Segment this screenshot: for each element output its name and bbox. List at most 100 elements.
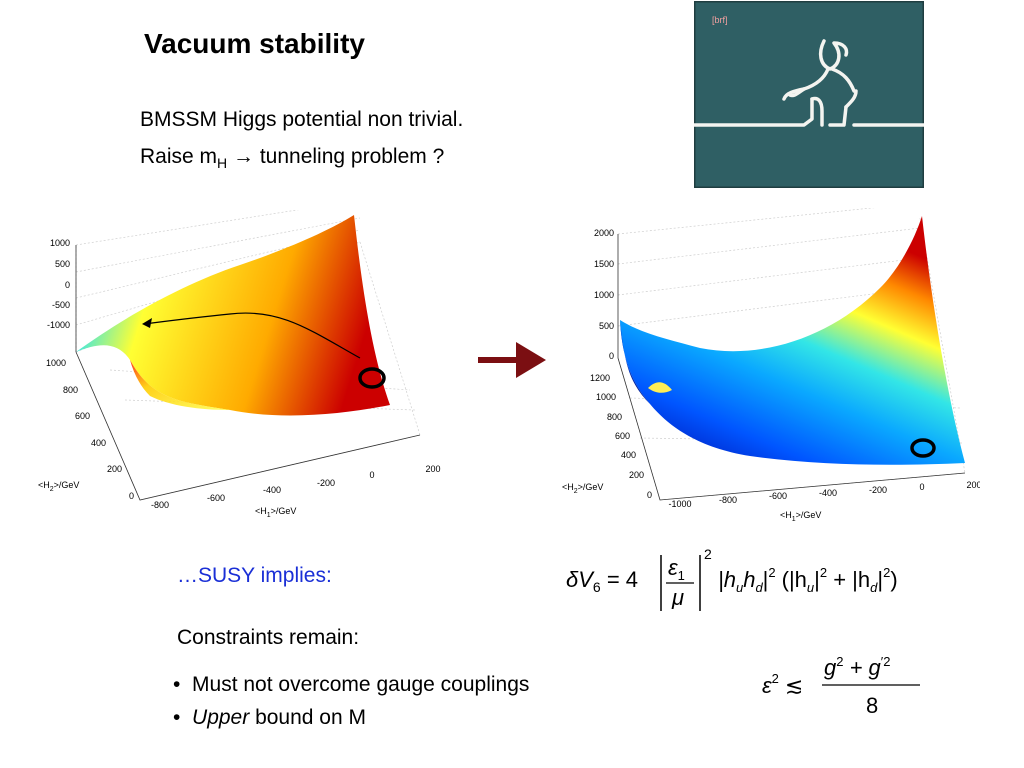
y-tick: 600 (75, 411, 90, 421)
x-tick: 200 (966, 480, 980, 490)
formula1-eq: = 4 (601, 567, 638, 592)
formula1-t2-pow: 2 (820, 565, 827, 580)
intro-line-2-suffix: → tunneling problem ? (227, 145, 445, 168)
bullet-text: bound on M (249, 706, 366, 729)
svg-text:ε1: ε1 (668, 555, 685, 583)
formula1-t2-sub: u (807, 580, 814, 595)
z-tick: 500 (55, 259, 70, 269)
bullet-dot: • (173, 706, 193, 729)
svg-text:δV6 = 4: δV6 = 4 (566, 567, 638, 595)
potential-plot-right: 2000 1500 1000 500 0 1200 1000 800 600 4… (562, 208, 980, 523)
formula1-lhs-sub: 6 (593, 579, 601, 595)
cartoon-figure (694, 39, 924, 127)
plot-right-surface (620, 216, 965, 465)
slide-title: Vacuum stability (144, 28, 365, 59)
y-tick: 400 (621, 450, 636, 460)
cartoon-badge: [brf] (712, 15, 728, 25)
y-tick: 0 (129, 491, 134, 501)
formula1-t1-end: | (763, 567, 769, 592)
susy-implies-text: …SUSY implies: (177, 564, 332, 587)
formula-epsilon-bound: ε2 ≲ g2 + g′2 8 (762, 654, 920, 718)
formula-delta-v6: δV6 = 4 ε1 μ 2 |huhd|2 (|hu|2 + |hd|2) (566, 546, 898, 611)
x-tick: -200 (869, 485, 887, 495)
formula1-t3-pow: 2 (883, 565, 890, 580)
formula1-t1-sub1: u (736, 580, 743, 595)
y-tick: 1200 (590, 373, 610, 383)
formula2-rel: ≲ (785, 673, 803, 698)
y-tick: 1000 (596, 392, 616, 402)
formula1-den: μ (671, 585, 684, 610)
bullet-upper-bound: • Upper bound on M (173, 706, 366, 730)
x-tick: 0 (369, 470, 374, 480)
x-tick: -600 (769, 491, 787, 501)
formula1-plus: + |h (827, 567, 870, 592)
formula2-num-plus: + g (843, 655, 881, 680)
bullet-gauge-couplings: • Must not overcome gauge couplings (173, 673, 529, 697)
local-minimum-patch (648, 382, 672, 393)
z-tick: 1500 (594, 259, 614, 269)
z-tick: 500 (599, 321, 614, 331)
y-tick: 0 (647, 490, 652, 500)
formula1-close: ) (890, 567, 897, 592)
formula2-lhs: ε (762, 673, 772, 698)
transition-arrow-icon (478, 342, 546, 378)
intro-line-2-subscript: H (217, 155, 228, 172)
tunneling-arrowhead (142, 318, 152, 328)
formula1-t3-sub: d (870, 580, 878, 595)
formula1-t1-sub2: d (755, 580, 763, 595)
constraints-heading: Constraints remain: (177, 626, 360, 649)
y-tick: 400 (91, 438, 106, 448)
plot-right-xlabel: <H1>/GeV (780, 510, 821, 523)
formula2-num-g-pow: 2 (836, 654, 843, 669)
formula1-t1-pow: 2 (768, 565, 775, 580)
z-tick: 2000 (594, 228, 614, 238)
x-tick: 200 (425, 464, 440, 474)
intro-line-2: Raise mH → tunneling problem ? (140, 145, 444, 171)
x-tick: -400 (263, 485, 281, 495)
formula1-t3-end: | (877, 567, 883, 592)
formula1-num-sub: 1 (678, 568, 685, 583)
plot-left-surface-shade (130, 360, 230, 410)
formula1-pow: 2 (704, 546, 712, 562)
svg-text:ε2≲: ε2 ≲ (762, 671, 803, 698)
formula1-num: ε (668, 555, 678, 580)
plot-left-ylabel: <H2>/GeV (38, 480, 79, 493)
formula1-t1-mid: h (743, 567, 755, 592)
z-tick: 0 (609, 351, 614, 361)
x-tick: -1000 (668, 499, 691, 509)
svg-text:|huhd|2(|hu|2 + |hd|2): |huhd|2 (|hu|2 + |hd|2) (718, 565, 898, 595)
intro-line-1: BMSSM Higgs potential non trivial. (140, 108, 464, 131)
svg-text:g2 + g′2: g2 + g′2 (824, 654, 890, 680)
x-tick: -400 (819, 488, 837, 498)
x-tick: -200 (317, 478, 335, 488)
formula2-den: 8 (866, 693, 878, 718)
formula2-lhs-pow: 2 (772, 671, 779, 686)
z-tick: 1000 (594, 290, 614, 300)
y-tick: 1000 (46, 358, 66, 368)
plot-left-surface (76, 215, 390, 416)
y-tick: 600 (615, 431, 630, 441)
plot-right-ylabel: <H2>/GeV (562, 482, 603, 495)
vacuum-marker-left (358, 367, 386, 389)
y-tick: 800 (63, 385, 78, 395)
formula2-num-g: g (824, 655, 837, 680)
z-tick: -500 (52, 300, 70, 310)
bullet-text: Must not overcome gauge couplings (192, 673, 530, 696)
formula1-lhs: δV (566, 567, 595, 592)
cartoon-image: [brf] (694, 1, 924, 188)
plot-left-xlabel: <H1>/GeV (255, 506, 296, 519)
potential-plot-left: 1000 500 0 -500 -1000 1000 800 600 400 2… (38, 210, 441, 519)
y-tick: 200 (107, 464, 122, 474)
x-tick: -800 (151, 500, 169, 510)
bullet-dot: • (173, 673, 193, 696)
x-tick: 0 (919, 482, 924, 492)
formula1-t2-end: | (814, 567, 820, 592)
intro-line-2-prefix: Raise m (140, 145, 218, 168)
formula1-t1: |h (718, 567, 736, 592)
formula2-num-g2-pow: ′2 (881, 654, 891, 669)
bullet-emphasis: Upper (192, 706, 250, 729)
z-tick: -1000 (47, 320, 70, 330)
y-tick: 200 (629, 470, 644, 480)
x-tick: -800 (719, 495, 737, 505)
vacuum-marker-right (910, 438, 936, 458)
